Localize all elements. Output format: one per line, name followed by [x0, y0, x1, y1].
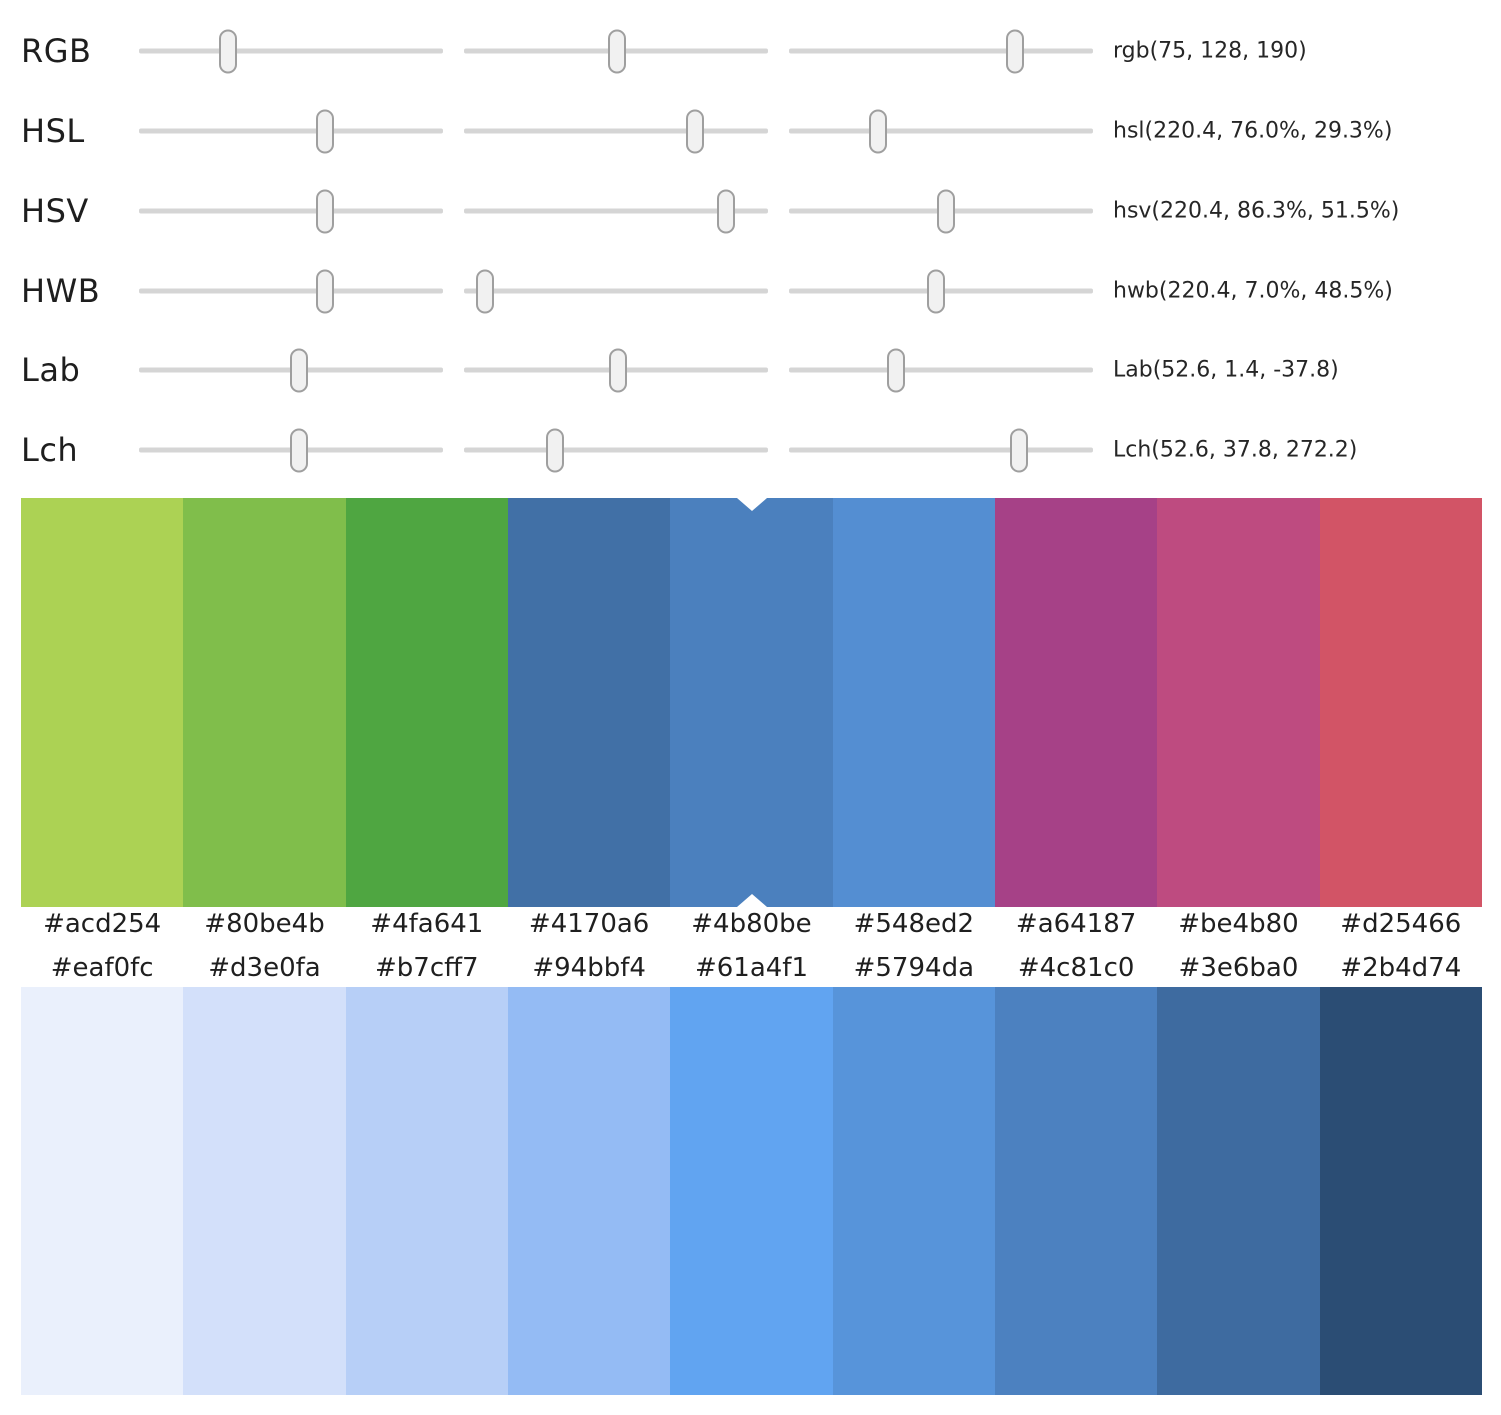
color-swatch-be4b80[interactable]: [1157, 498, 1320, 907]
slider-thumb-hsl-3[interactable]: [869, 109, 887, 153]
slider-row-lab: Lab Lab(52.6, 1.4, -37.8): [0, 330, 1501, 410]
slider-row-rgb: RGB rgb(75, 128, 190): [0, 11, 1501, 91]
hex-label-548ed2: #548ed2: [853, 909, 975, 939]
selected-swatch-notch-bottom: [736, 894, 767, 907]
slider-thumb-hwb-3[interactable]: [927, 269, 945, 313]
hex-label-4c81c0: #4c81c0: [1017, 953, 1135, 983]
slider-track-hwb-3[interactable]: [789, 269, 1093, 313]
slider-track-hsl-1[interactable]: [139, 109, 443, 153]
colorspace-label-hsv: HSV: [21, 192, 89, 230]
shades-palette: [21, 987, 1482, 1395]
color-swatch-548ed2[interactable]: [832, 498, 995, 907]
color-swatch-94bbf4[interactable]: [507, 987, 671, 1395]
shades-palette-labels: #eaf0fc #d3e0fa #b7cff7 #94bbf4 #61a4f1 #5794…: [21, 949, 1482, 987]
slider-row-lch: Lch Lch(52.6, 37.8, 272.2): [0, 410, 1501, 490]
color-swatch-4c81c0[interactable]: [994, 987, 1158, 1395]
slider-thumb-hsv-1[interactable]: [316, 189, 334, 233]
color-swatch-b7cff7[interactable]: [345, 987, 508, 1395]
slider-thumb-hsv-2[interactable]: [717, 189, 735, 233]
slider-thumb-hwb-1[interactable]: [316, 269, 334, 313]
slider-track-hsv-2[interactable]: [464, 189, 768, 233]
color-swatch-4b80be[interactable]: [670, 498, 833, 907]
color-swatch-61a4f1[interactable]: [670, 987, 833, 1395]
color-value-text-hsv: hsv(220.4, 86.3%, 51.5%): [1113, 198, 1400, 224]
color-value-text-hsl: hsl(220.4, 76.0%, 29.3%): [1113, 118, 1393, 144]
color-swatch-80be4b[interactable]: [183, 498, 346, 907]
colorspace-label-lch: Lch: [21, 431, 79, 469]
slider-track-hwb-2[interactable]: [464, 269, 768, 313]
slider-thumb-hsv-3[interactable]: [937, 189, 955, 233]
hex-label-eaf0fc: #eaf0fc: [50, 953, 154, 983]
hex-label-a64187: #a64187: [1015, 909, 1137, 939]
slider-track-hsl-2[interactable]: [464, 109, 768, 153]
color-swatch-5794da[interactable]: [832, 987, 995, 1395]
color-swatch-eaf0fc[interactable]: [21, 987, 184, 1395]
color-swatch-4170a6[interactable]: [507, 498, 671, 907]
colorspace-label-hwb: HWB: [21, 272, 101, 310]
slider-thumb-hwb-2[interactable]: [476, 269, 494, 313]
color-value-text-rgb: rgb(75, 128, 190): [1113, 38, 1307, 64]
slider-thumb-rgb-3[interactable]: [1006, 29, 1024, 73]
scheme-palette-labels: #acd254 #80be4b #4fa641 #4170a6 #4b80be #548e…: [21, 905, 1482, 943]
slider-thumb-lch-2[interactable]: [546, 428, 564, 472]
colorspace-label-rgb: RGB: [21, 32, 92, 70]
color-value-text-lch: Lch(52.6, 37.8, 272.2): [1113, 437, 1358, 463]
hex-label-4170a6: #4170a6: [528, 909, 650, 939]
color-swatch-d3e0fa[interactable]: [183, 987, 346, 1395]
slider-panel: RGB rgb(75, 128, 190) HSL hsl(220.4, 76.0%,…: [0, 0, 1501, 490]
slider-track-lch-2[interactable]: [464, 428, 768, 472]
colorspace-label-lab: Lab: [21, 351, 81, 389]
hex-label-61a4f1: #61a4f1: [694, 953, 808, 983]
color-value-text-lab: Lab(52.6, 1.4, -37.8): [1113, 357, 1339, 383]
slider-thumb-lab-2[interactable]: [609, 348, 627, 392]
slider-thumb-lab-3[interactable]: [887, 348, 905, 392]
slider-row-hsv: HSV hsv(220.4, 86.3%, 51.5%): [0, 171, 1501, 251]
slider-thumb-rgb-1[interactable]: [219, 29, 237, 73]
hex-label-d3e0fa: #d3e0fa: [208, 953, 321, 983]
slider-track-rgb-1[interactable]: [139, 29, 443, 73]
colorspace-label-hsl: HSL: [21, 112, 85, 150]
color-swatch-d25466[interactable]: [1319, 498, 1482, 907]
hex-label-80be4b: #80be4b: [204, 909, 325, 939]
slider-thumb-hsl-2[interactable]: [686, 109, 704, 153]
hex-label-94bbf4: #94bbf4: [532, 953, 646, 983]
hex-label-be4b80: #be4b80: [1178, 909, 1299, 939]
color-swatch-4fa641[interactable]: [345, 498, 508, 907]
scheme-palette: [21, 498, 1482, 907]
slider-track-rgb-3[interactable]: [789, 29, 1093, 73]
hex-label-4b80be: #4b80be: [691, 909, 812, 939]
hex-label-d25466: #d25466: [1340, 909, 1462, 939]
hex-label-5794da: #5794da: [853, 953, 974, 983]
slider-thumb-lch-3[interactable]: [1010, 428, 1028, 472]
slider-row-hwb: HWB hwb(220.4, 7.0%, 48.5%): [0, 251, 1501, 331]
slider-row-hsl: HSL hsl(220.4, 76.0%, 29.3%): [0, 91, 1501, 171]
slider-track-lab-2[interactable]: [464, 348, 768, 392]
color-swatch-acd254[interactable]: [21, 498, 184, 907]
slider-thumb-lch-1[interactable]: [290, 428, 308, 472]
slider-track-hsv-1[interactable]: [139, 189, 443, 233]
hex-label-acd254: #acd254: [43, 909, 162, 939]
color-swatch-2b4d74[interactable]: [1319, 987, 1482, 1395]
hex-label-b7cff7: #b7cff7: [375, 953, 479, 983]
color-value-text-hwb: hwb(220.4, 7.0%, 48.5%): [1113, 278, 1393, 304]
slider-thumb-rgb-2[interactable]: [608, 29, 626, 73]
hex-label-3e6ba0: #3e6ba0: [1178, 953, 1299, 983]
slider-track-rgb-2[interactable]: [464, 29, 768, 73]
slider-track-hsl-3[interactable]: [789, 109, 1093, 153]
color-swatch-a64187[interactable]: [994, 498, 1158, 907]
slider-track-hsv-3[interactable]: [789, 189, 1093, 233]
slider-thumb-hsl-1[interactable]: [316, 109, 334, 153]
slider-track-hwb-1[interactable]: [139, 269, 443, 313]
hex-label-4fa641: #4fa641: [370, 909, 484, 939]
hex-label-2b4d74: #2b4d74: [1340, 953, 1462, 983]
slider-thumb-lab-1[interactable]: [290, 348, 308, 392]
slider-track-lch-3[interactable]: [789, 428, 1093, 472]
selected-swatch-notch-top: [736, 498, 767, 511]
slider-track-lab-3[interactable]: [789, 348, 1093, 392]
slider-track-lab-1[interactable]: [139, 348, 443, 392]
slider-track-lch-1[interactable]: [139, 428, 443, 472]
color-swatch-3e6ba0[interactable]: [1157, 987, 1320, 1395]
